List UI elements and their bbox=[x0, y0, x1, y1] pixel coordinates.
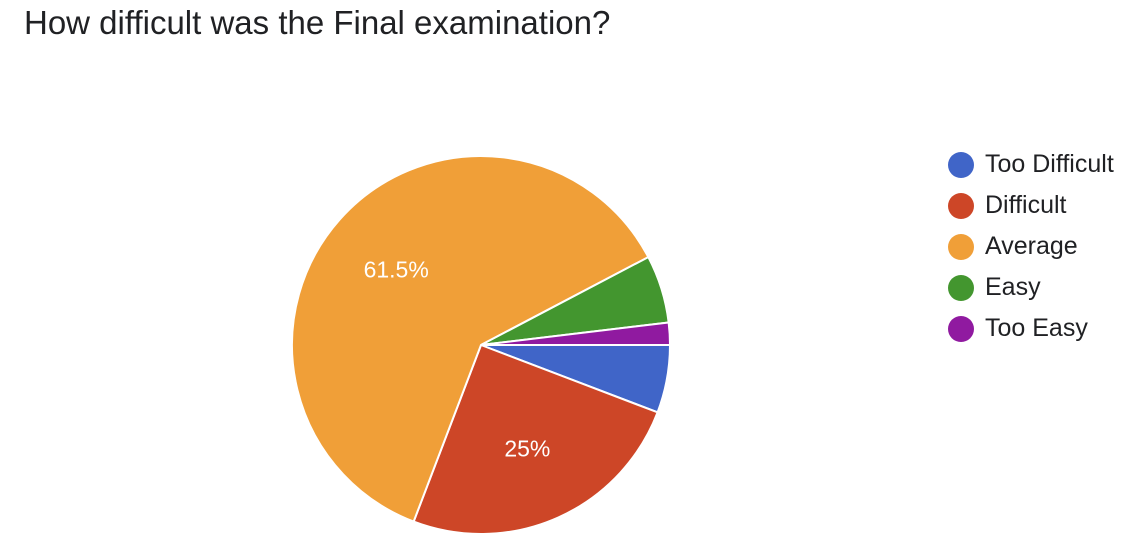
legend-item-easy[interactable]: Easy bbox=[948, 267, 1114, 308]
slice-label-average: 61.5% bbox=[364, 257, 429, 283]
pie-slice-average[interactable] bbox=[291, 155, 650, 523]
legend-label: Too Difficult bbox=[985, 150, 1114, 178]
legend-label: Too Easy bbox=[985, 314, 1088, 342]
pie-slices bbox=[291, 155, 672, 535]
legend-swatch-icon bbox=[948, 274, 974, 301]
legend-label: Difficult bbox=[985, 191, 1067, 219]
pie-slice-difficult[interactable] bbox=[412, 343, 659, 535]
legend-item-average[interactable]: Average bbox=[948, 226, 1114, 267]
legend: Too Difficult Difficult Average Easy Too Eas… bbox=[948, 144, 1114, 349]
legend-swatch-icon bbox=[948, 233, 974, 260]
legend-swatch-icon bbox=[948, 315, 974, 342]
legend-label: Easy bbox=[985, 273, 1041, 301]
legend-item-too-easy[interactable]: Too Easy bbox=[948, 308, 1114, 349]
legend-item-too-difficult[interactable]: Too Difficult bbox=[948, 144, 1114, 185]
legend-swatch-icon bbox=[948, 151, 974, 178]
legend-item-difficult[interactable]: Difficult bbox=[948, 185, 1114, 226]
legend-label: Average bbox=[985, 232, 1078, 260]
slice-label-difficult: 25% bbox=[504, 435, 550, 461]
pie-slice-labels: 25% 61.5% bbox=[364, 257, 551, 462]
chart-title: How difficult was the Final examination? bbox=[24, 4, 611, 41]
legend-swatch-icon bbox=[948, 192, 974, 219]
pie-slice-too-easy[interactable] bbox=[480, 321, 672, 346]
